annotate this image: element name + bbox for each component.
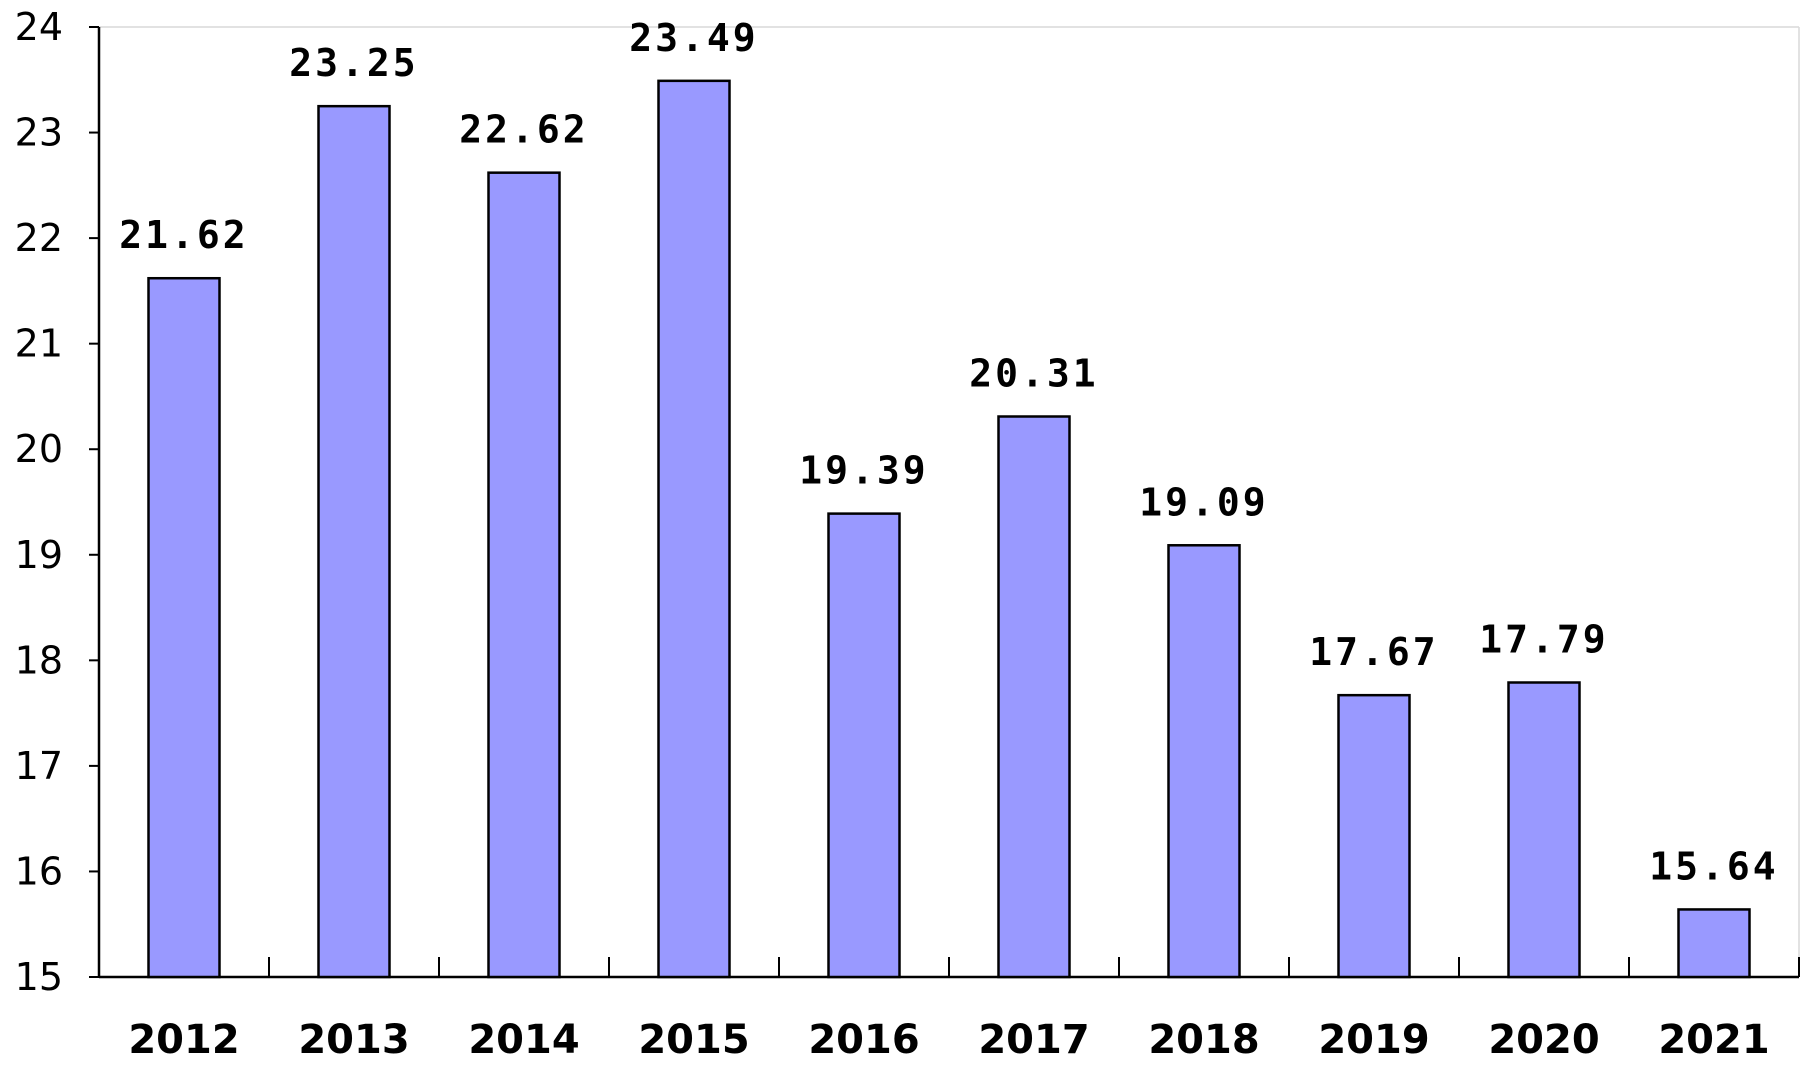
bar-2013 xyxy=(317,104,391,979)
bar-2017 xyxy=(997,415,1071,979)
x-tick-label: 2021 xyxy=(1658,1017,1769,1063)
data-label: 21.62 xyxy=(119,213,248,257)
data-label: 17.79 xyxy=(1479,618,1608,662)
x-tick-label: 2018 xyxy=(1148,1017,1259,1063)
x-tick-label: 2019 xyxy=(1318,1017,1429,1063)
bar-2021 xyxy=(1677,908,1751,979)
data-label: 22.62 xyxy=(459,108,588,152)
x-tick-label: 2013 xyxy=(298,1017,409,1063)
y-tick-label: 17 xyxy=(15,744,63,788)
bar-2015 xyxy=(657,79,731,979)
x-tick-label: 2015 xyxy=(638,1017,749,1063)
data-label: 19.09 xyxy=(1139,480,1268,524)
y-axis: 15 16 17 18 19 20 21 22 23 24 xyxy=(15,5,101,999)
bar-2018 xyxy=(1167,544,1241,979)
y-tick-label: 19 xyxy=(15,533,63,577)
bar-2012 xyxy=(147,276,221,979)
data-label: 23.49 xyxy=(629,16,758,60)
bar-2020 xyxy=(1507,681,1581,979)
x-tick-label: 2014 xyxy=(468,1017,579,1063)
y-tick-label: 20 xyxy=(15,427,63,471)
x-tick-label: 2012 xyxy=(128,1017,239,1063)
y-tick-label: 22 xyxy=(15,216,63,260)
data-label: 19.39 xyxy=(799,449,928,493)
y-tick-label: 16 xyxy=(15,849,63,893)
plot-frame xyxy=(99,26,1800,977)
bars xyxy=(147,79,1751,979)
data-labels: 21.62 23.25 22.62 23.49 19.39 20.31 19.09 17.67… xyxy=(119,16,1778,889)
data-label: 20.31 xyxy=(969,352,1098,396)
y-tick-label: 23 xyxy=(15,111,63,155)
bar-2014 xyxy=(487,171,561,979)
y-tick-label: 15 xyxy=(15,955,63,999)
bar-2019 xyxy=(1337,693,1411,979)
x-tick-label: 2020 xyxy=(1488,1017,1599,1063)
data-label: 15.64 xyxy=(1649,844,1778,888)
y-tick-label: 18 xyxy=(15,638,63,682)
x-tick-label: 2017 xyxy=(978,1017,1089,1063)
x-tick-label: 2016 xyxy=(808,1017,919,1063)
data-label: 23.25 xyxy=(289,41,418,85)
bar-2016 xyxy=(827,512,901,979)
data-label: 17.67 xyxy=(1309,630,1438,674)
y-tick-label: 24 xyxy=(15,5,63,49)
y-tick-label: 21 xyxy=(15,322,63,366)
